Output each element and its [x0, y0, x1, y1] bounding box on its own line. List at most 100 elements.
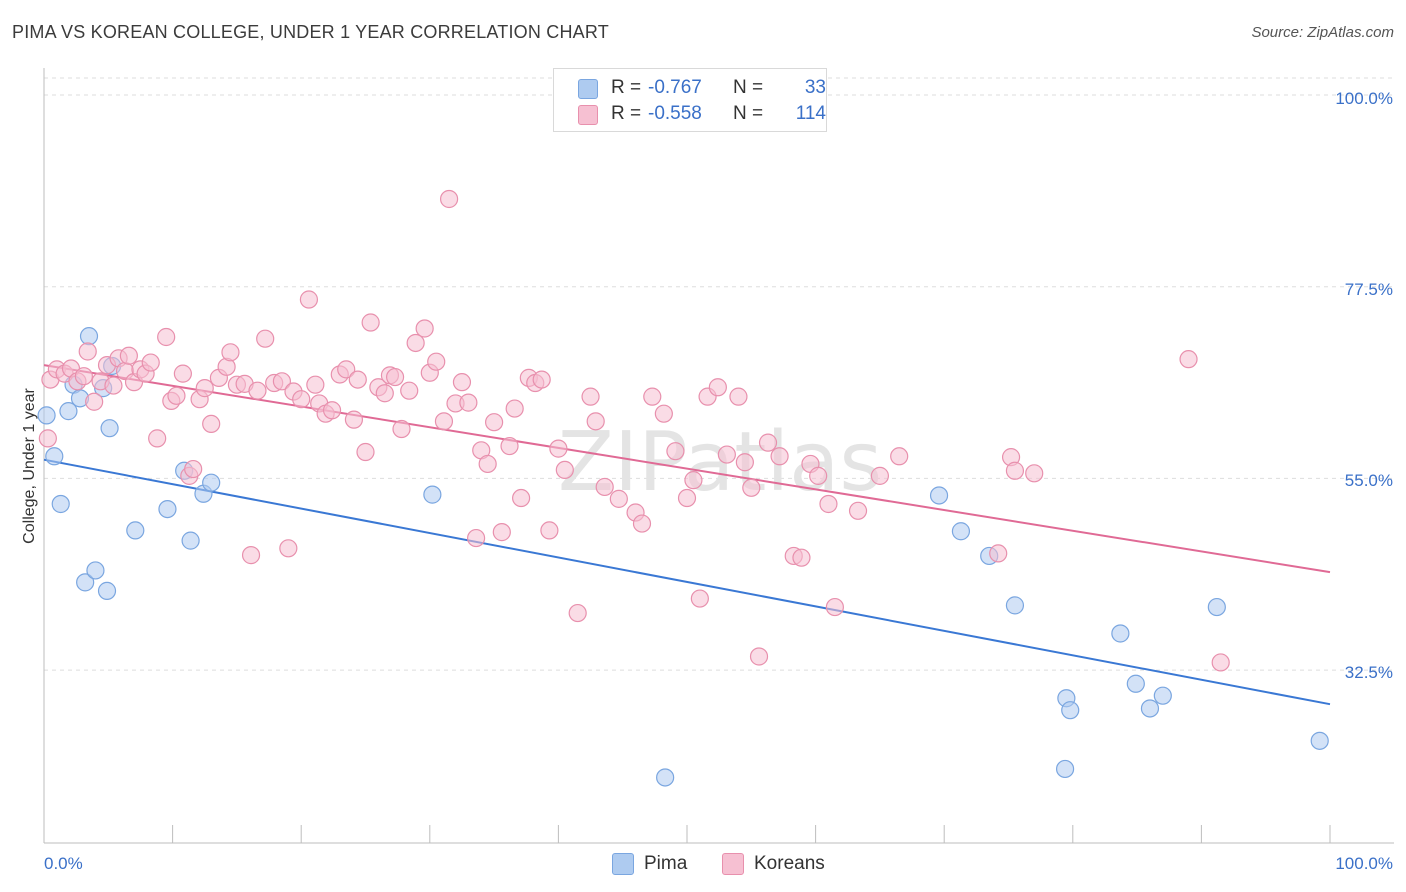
point-koreans	[392, 419, 411, 439]
point-koreans	[434, 412, 454, 431]
y-axis-label: College, Under 1 year	[21, 388, 38, 544]
point-koreans	[439, 189, 459, 209]
point-koreans	[500, 436, 519, 456]
point-koreans	[195, 379, 214, 398]
legend-r-label: R =	[611, 103, 642, 124]
point-koreans	[415, 319, 434, 338]
point-koreans	[348, 370, 367, 389]
point-koreans	[586, 412, 605, 431]
point-koreans	[157, 327, 176, 347]
bottom-legend-label-pima: Pima	[644, 853, 688, 874]
point-koreans	[708, 378, 727, 397]
point-koreans	[666, 442, 685, 461]
point-pima	[37, 406, 56, 425]
point-pima	[59, 402, 78, 421]
point-koreans	[809, 466, 828, 485]
point-koreans	[78, 342, 97, 361]
point-pima	[158, 500, 177, 519]
label-layer: 100.0% 77.5% 55.0% 32.5% 0.0% 100.0% College, …	[21, 89, 1393, 873]
point-koreans	[749, 647, 769, 666]
point-koreans	[690, 589, 709, 608]
point-koreans	[148, 429, 167, 448]
point-pima	[1111, 624, 1130, 643]
y-tick-label: 77.5%	[1345, 280, 1393, 299]
point-pima	[1207, 597, 1226, 617]
point-pima	[1005, 596, 1025, 615]
point-koreans	[173, 364, 192, 383]
legend-r-label: R =	[611, 77, 642, 98]
point-koreans	[770, 447, 789, 466]
point-pima	[51, 494, 70, 514]
point-koreans	[38, 429, 57, 448]
point-koreans	[792, 548, 811, 567]
point-koreans	[299, 290, 319, 309]
point-koreans	[1211, 653, 1230, 672]
point-pima	[656, 768, 675, 787]
point-koreans	[729, 387, 748, 406]
point-koreans	[406, 333, 425, 353]
point-pima	[45, 447, 64, 466]
trend-line-koreans	[43, 364, 1331, 574]
point-koreans	[375, 384, 394, 403]
point-pima	[79, 327, 99, 346]
axis-layer	[43, 68, 1394, 844]
point-koreans	[581, 387, 600, 406]
point-koreans	[684, 471, 703, 490]
trend-line-pima	[43, 458, 1331, 706]
point-koreans	[344, 410, 364, 429]
point-pima	[423, 485, 442, 504]
point-koreans	[555, 460, 574, 480]
point-koreans	[141, 353, 160, 372]
source-label: Source: ZipAtlas.com	[1251, 24, 1394, 41]
point-pima	[1310, 731, 1329, 750]
point-koreans	[717, 445, 736, 464]
point-koreans	[361, 313, 380, 332]
point-koreans	[85, 392, 104, 411]
point-koreans	[654, 404, 673, 423]
point-koreans	[279, 539, 298, 558]
legend-n-label: N =	[733, 103, 764, 124]
legend-r-value: -0.558	[648, 103, 702, 124]
point-koreans	[819, 494, 838, 514]
point-pima	[1126, 674, 1145, 693]
point-koreans	[167, 386, 186, 405]
legend-n-value: 114	[795, 103, 826, 124]
legend-swatch-koreans	[578, 105, 598, 125]
point-koreans	[306, 375, 325, 394]
point-koreans	[356, 442, 375, 462]
point-koreans	[322, 401, 342, 420]
point-koreans	[643, 387, 662, 406]
point-koreans	[452, 373, 472, 392]
point-koreans	[385, 367, 405, 387]
point-koreans	[184, 459, 203, 479]
point-koreans	[595, 477, 614, 497]
point-pima	[97, 581, 117, 600]
bottom-legend-swatch-koreans	[722, 853, 744, 875]
point-koreans	[758, 433, 778, 452]
point-koreans	[459, 393, 478, 412]
y-tick-label: 32.5%	[1345, 663, 1393, 682]
x-tick-label: 0.0%	[44, 854, 83, 873]
legend-n-label: N =	[733, 77, 764, 98]
point-koreans	[256, 329, 275, 348]
point-koreans	[568, 603, 587, 623]
point-koreans	[989, 544, 1008, 563]
point-koreans	[466, 528, 486, 548]
point-koreans	[202, 414, 221, 434]
point-koreans	[825, 597, 844, 617]
point-pima	[181, 531, 200, 550]
point-koreans	[337, 360, 356, 379]
bottom-legend-swatch-pima	[612, 853, 634, 875]
point-koreans	[632, 514, 652, 533]
y-tick-label: 100.0%	[1335, 89, 1393, 108]
legend-swatch-pima	[578, 79, 598, 99]
point-pima	[1061, 701, 1080, 720]
point-pima	[929, 486, 949, 505]
point-koreans	[492, 523, 511, 542]
legend-n-value: 33	[804, 77, 826, 98]
point-koreans	[505, 399, 524, 418]
point-koreans	[870, 466, 890, 485]
chart-title: PIMA VS KOREAN COLLEGE, UNDER 1 YEAR COR…	[12, 22, 609, 42]
point-koreans	[272, 372, 292, 391]
